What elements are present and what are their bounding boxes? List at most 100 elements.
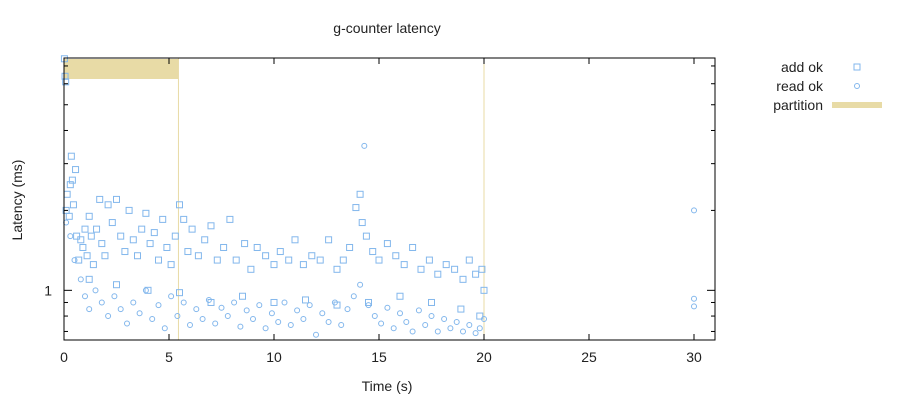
read-ok-point: [111, 293, 118, 300]
add-ok-point: [362, 232, 370, 240]
x-tick-label: 15: [371, 349, 387, 365]
read-ok-point: [231, 299, 238, 306]
add-ok-point: [188, 225, 196, 233]
add-ok-point: [85, 212, 93, 220]
read-ok-point: [344, 306, 351, 313]
read-ok-point: [371, 313, 378, 320]
add-ok-point: [62, 78, 70, 86]
read-ok-point: [447, 325, 454, 332]
add-ok-point: [299, 261, 307, 269]
add-ok-point: [138, 225, 146, 233]
read-ok-point: [466, 322, 473, 329]
add-ok-point: [159, 215, 167, 223]
add-ok-point: [442, 261, 450, 269]
x-tick-label: 25: [581, 349, 597, 365]
add-ok-point: [113, 281, 120, 289]
read-ok-point: [199, 315, 206, 322]
add-ok-point: [176, 201, 183, 209]
read-ok-point: [390, 325, 397, 332]
add-ok-point: [184, 248, 192, 256]
add-ok-point: [472, 270, 480, 278]
read-ok-point: [86, 306, 93, 313]
add-ok-point: [425, 256, 433, 264]
add-ok-point: [434, 270, 442, 278]
read-ok-point: [409, 328, 416, 335]
add-ok-point: [339, 256, 347, 264]
add-ok-point: [194, 252, 202, 260]
partition-band: [64, 59, 179, 79]
add-ok-point: [365, 298, 372, 306]
add-ok-point: [291, 236, 299, 244]
add-ok-point: [65, 212, 73, 220]
legend-square-icon: [853, 63, 861, 71]
read-ok-point: [82, 293, 88, 300]
read-ok-point: [268, 310, 275, 317]
read-ok-point: [460, 328, 466, 335]
legend-circle-icon: [854, 83, 860, 89]
axes-layer: 0 5 10 15 20 25 30 1: [44, 57, 716, 365]
read-ok-point: [71, 257, 78, 264]
legend: add ok read ok partition: [773, 59, 882, 113]
legend-partition-swatch: [832, 102, 882, 108]
add-ok-point: [69, 201, 77, 209]
read-ok-point: [384, 304, 391, 311]
add-ok-point: [108, 219, 116, 227]
read-ok-point: [378, 320, 385, 327]
add-ok-point: [81, 225, 89, 233]
read-ok-point: [256, 302, 263, 309]
add-ok-point: [232, 256, 240, 264]
add-ok-point: [241, 240, 249, 248]
add-ok-point: [417, 265, 425, 273]
add-ok-point: [465, 256, 473, 264]
add-ok-point: [302, 296, 309, 304]
add-ok-point: [220, 243, 228, 251]
add-ok-point: [96, 195, 104, 203]
add-ok-point: [325, 236, 333, 244]
add-ok-point: [180, 215, 188, 223]
read-ok-point: [481, 315, 487, 322]
x-axis-label: Time (s): [362, 378, 413, 394]
read-ok-point: [691, 303, 697, 310]
read-ok-point: [105, 313, 112, 320]
add-ok-point: [89, 261, 97, 269]
add-ok-point: [171, 232, 179, 240]
add-ok-point: [333, 265, 341, 273]
y-axis-label: Latency (ms): [9, 160, 25, 241]
add-ok-point: [476, 312, 484, 320]
read-ok-point: [428, 313, 435, 320]
read-ok-point: [350, 293, 357, 300]
add-ok-point: [104, 201, 112, 209]
read-ok-point: [117, 306, 124, 313]
add-ok-point: [262, 252, 270, 260]
read-ok-point: [130, 299, 137, 306]
read-ok-point: [224, 313, 231, 320]
add-ok-point: [478, 265, 486, 273]
read-ok-point: [218, 304, 225, 311]
read-ok-point: [453, 318, 460, 325]
add-ok-point: [142, 209, 150, 217]
add-ok-point: [155, 256, 162, 264]
add-ok-point: [352, 204, 360, 212]
read-ok-point: [287, 322, 294, 329]
add-ok-point: [121, 248, 129, 256]
x-tick-label: 5: [165, 349, 173, 365]
read-ok-point: [136, 310, 143, 317]
add-ok-point: [150, 229, 158, 237]
points-layer: [60, 55, 697, 338]
plot-frame: [63, 57, 716, 341]
add-ok-point: [428, 298, 435, 306]
read-ok-point: [306, 302, 313, 309]
add-ok-point: [459, 275, 467, 283]
legend-label: add ok: [781, 59, 824, 75]
read-ok-point: [243, 307, 250, 314]
add-ok-point: [358, 219, 366, 227]
read-ok-point: [275, 318, 282, 325]
add-ok-point: [176, 289, 183, 297]
add-ok-point: [239, 292, 246, 300]
add-ok-point: [75, 256, 83, 264]
add-ok-point: [68, 176, 76, 184]
read-ok-point: [187, 322, 193, 329]
add-ok-point: [316, 256, 324, 264]
chart-title: g-counter latency: [333, 20, 440, 36]
x-tick-label: 10: [266, 349, 282, 365]
